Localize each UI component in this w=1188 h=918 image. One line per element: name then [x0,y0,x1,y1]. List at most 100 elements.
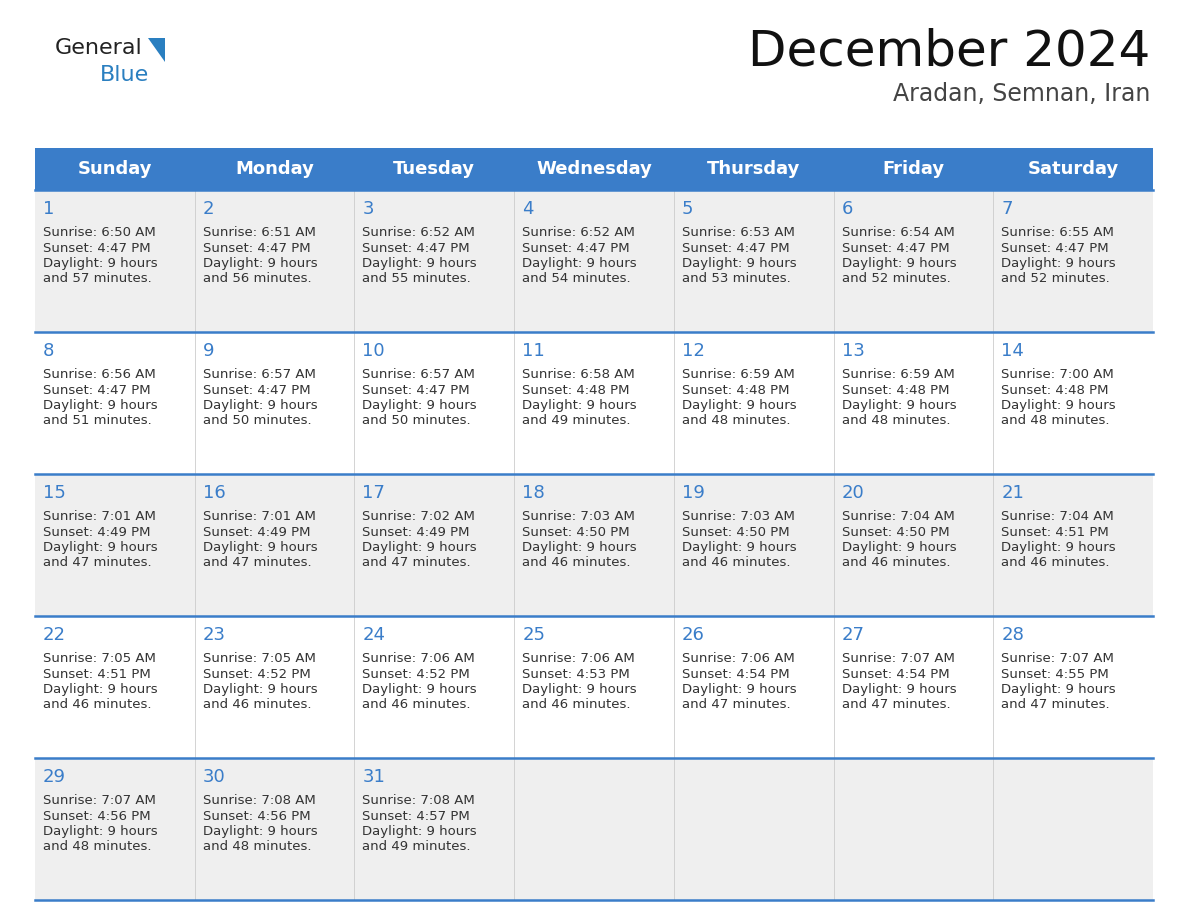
Text: Sunrise: 6:51 AM: Sunrise: 6:51 AM [203,226,316,239]
Text: and 46 minutes.: and 46 minutes. [43,699,152,711]
Text: Wednesday: Wednesday [536,160,652,178]
Text: and 51 minutes.: and 51 minutes. [43,415,152,428]
Text: Sunrise: 7:07 AM: Sunrise: 7:07 AM [841,652,954,665]
Text: Sunrise: 7:08 AM: Sunrise: 7:08 AM [203,794,316,807]
Text: 18: 18 [523,484,545,502]
Text: Sunrise: 7:04 AM: Sunrise: 7:04 AM [1001,510,1114,523]
Bar [34,332,1154,474]
Text: Daylight: 9 hours: Daylight: 9 hours [682,399,796,412]
Text: 17: 17 [362,484,385,502]
Text: Daylight: 9 hours: Daylight: 9 hours [1001,683,1116,696]
Text: Aradan, Semnan, Iran: Aradan, Semnan, Iran [892,82,1150,106]
Text: Sunset: 4:47 PM: Sunset: 4:47 PM [682,241,790,254]
Text: Sunset: 4:54 PM: Sunset: 4:54 PM [841,667,949,680]
Text: Daylight: 9 hours: Daylight: 9 hours [362,825,478,838]
Text: Sunrise: 6:57 AM: Sunrise: 6:57 AM [203,368,316,381]
Text: and 50 minutes.: and 50 minutes. [362,415,472,428]
Text: Sunrise: 6:59 AM: Sunrise: 6:59 AM [841,368,954,381]
Text: 20: 20 [841,484,865,502]
Text: Daylight: 9 hours: Daylight: 9 hours [1001,257,1116,270]
Text: Sunrise: 6:53 AM: Sunrise: 6:53 AM [682,226,795,239]
Text: Thursday: Thursday [707,160,801,178]
Text: 2: 2 [203,200,214,218]
Text: Sunset: 4:48 PM: Sunset: 4:48 PM [841,384,949,397]
Text: Daylight: 9 hours: Daylight: 9 hours [43,257,158,270]
Bar [34,190,1154,332]
Text: Sunset: 4:53 PM: Sunset: 4:53 PM [523,667,630,680]
Text: Sunrise: 7:03 AM: Sunrise: 7:03 AM [523,510,636,523]
Text: and 54 minutes.: and 54 minutes. [523,273,631,285]
Text: Daylight: 9 hours: Daylight: 9 hours [362,683,478,696]
Text: Sunrise: 7:05 AM: Sunrise: 7:05 AM [43,652,156,665]
Text: 29: 29 [43,768,67,786]
Text: 19: 19 [682,484,704,502]
Text: Sunrise: 6:52 AM: Sunrise: 6:52 AM [523,226,636,239]
Text: Sunrise: 6:57 AM: Sunrise: 6:57 AM [362,368,475,381]
Text: Daylight: 9 hours: Daylight: 9 hours [523,399,637,412]
Text: and 48 minutes.: and 48 minutes. [682,415,790,428]
Text: Sunset: 4:52 PM: Sunset: 4:52 PM [203,667,310,680]
Text: Sunday: Sunday [77,160,152,178]
Text: Sunset: 4:48 PM: Sunset: 4:48 PM [1001,384,1108,397]
Text: Sunset: 4:47 PM: Sunset: 4:47 PM [43,241,151,254]
Text: Sunset: 4:47 PM: Sunset: 4:47 PM [362,241,470,254]
Text: and 47 minutes.: and 47 minutes. [841,699,950,711]
Text: and 46 minutes.: and 46 minutes. [523,556,631,569]
Text: and 52 minutes.: and 52 minutes. [1001,273,1110,285]
Text: Daylight: 9 hours: Daylight: 9 hours [1001,541,1116,554]
Text: 3: 3 [362,200,374,218]
Text: Daylight: 9 hours: Daylight: 9 hours [523,257,637,270]
Text: Daylight: 9 hours: Daylight: 9 hours [841,683,956,696]
Text: Sunrise: 6:59 AM: Sunrise: 6:59 AM [682,368,795,381]
Text: Sunset: 4:48 PM: Sunset: 4:48 PM [682,384,789,397]
Text: Daylight: 9 hours: Daylight: 9 hours [523,683,637,696]
Text: Sunrise: 6:54 AM: Sunrise: 6:54 AM [841,226,954,239]
Text: and 57 minutes.: and 57 minutes. [43,273,152,285]
Text: Sunrise: 7:07 AM: Sunrise: 7:07 AM [1001,652,1114,665]
Text: Daylight: 9 hours: Daylight: 9 hours [203,683,317,696]
Text: General: General [55,38,143,58]
Text: Sunrise: 7:02 AM: Sunrise: 7:02 AM [362,510,475,523]
Text: 21: 21 [1001,484,1024,502]
Text: Blue: Blue [100,65,150,85]
Text: Daylight: 9 hours: Daylight: 9 hours [523,541,637,554]
Text: 11: 11 [523,342,545,360]
Text: Sunrise: 7:06 AM: Sunrise: 7:06 AM [682,652,795,665]
Text: Sunset: 4:49 PM: Sunset: 4:49 PM [43,525,151,539]
Text: Sunset: 4:50 PM: Sunset: 4:50 PM [841,525,949,539]
Text: and 47 minutes.: and 47 minutes. [362,556,472,569]
Text: Sunrise: 6:50 AM: Sunrise: 6:50 AM [43,226,156,239]
Text: and 50 minutes.: and 50 minutes. [203,415,311,428]
Text: Sunset: 4:49 PM: Sunset: 4:49 PM [203,525,310,539]
Polygon shape [148,38,165,62]
Text: Daylight: 9 hours: Daylight: 9 hours [362,399,478,412]
Text: Tuesday: Tuesday [393,160,475,178]
Text: Sunrise: 7:06 AM: Sunrise: 7:06 AM [362,652,475,665]
Text: 30: 30 [203,768,226,786]
Text: Daylight: 9 hours: Daylight: 9 hours [43,399,158,412]
Text: 5: 5 [682,200,694,218]
Text: Daylight: 9 hours: Daylight: 9 hours [682,541,796,554]
Text: Saturday: Saturday [1028,160,1119,178]
Text: 28: 28 [1001,626,1024,644]
Text: Sunset: 4:48 PM: Sunset: 4:48 PM [523,384,630,397]
Text: Daylight: 9 hours: Daylight: 9 hours [362,541,478,554]
Text: and 48 minutes.: and 48 minutes. [203,841,311,854]
Text: and 46 minutes.: and 46 minutes. [682,556,790,569]
Text: Daylight: 9 hours: Daylight: 9 hours [203,399,317,412]
Text: Sunset: 4:50 PM: Sunset: 4:50 PM [523,525,630,539]
Text: Sunset: 4:47 PM: Sunset: 4:47 PM [841,241,949,254]
Text: Sunset: 4:56 PM: Sunset: 4:56 PM [43,810,151,823]
Bar [34,148,1154,190]
Text: 15: 15 [43,484,65,502]
Text: Sunset: 4:55 PM: Sunset: 4:55 PM [1001,667,1110,680]
Text: 14: 14 [1001,342,1024,360]
Bar [34,474,1154,616]
Text: Daylight: 9 hours: Daylight: 9 hours [43,541,158,554]
Text: 6: 6 [841,200,853,218]
Text: 16: 16 [203,484,226,502]
Text: 24: 24 [362,626,385,644]
Text: Daylight: 9 hours: Daylight: 9 hours [841,399,956,412]
Text: December 2024: December 2024 [747,28,1150,76]
Text: 22: 22 [43,626,67,644]
